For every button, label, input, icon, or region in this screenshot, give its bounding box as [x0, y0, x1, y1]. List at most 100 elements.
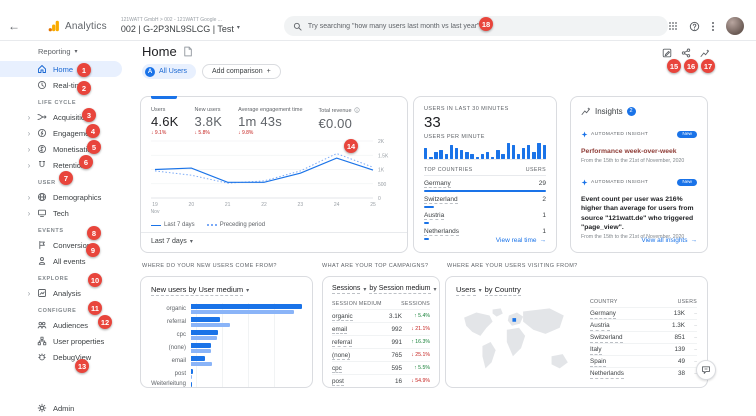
- browser-back-icon[interactable]: ←: [8, 19, 20, 33]
- metric-average-engagement-time[interactable]: Average engagement time 1m 43s ↓ 9.8%: [238, 107, 302, 138]
- sidebar-item-audiences[interactable]: Audiences: [0, 317, 122, 333]
- geo-table: COUNTRY USERS Germany 13K – Austria 1.3K – Swi…: [590, 299, 697, 388]
- metric-total-revenue[interactable]: Total revenue €0.00: [319, 107, 360, 138]
- sidebar-item-home[interactable]: Home: [0, 61, 122, 77]
- analysis-icon: [37, 288, 48, 298]
- section-header-new-users: WHERE DO YOUR NEW USERS COME FROM?: [142, 263, 277, 269]
- expand-chevron-icon[interactable]: ›: [27, 288, 31, 298]
- geo-row-netherlands[interactable]: Netherlands 38 –: [590, 367, 697, 379]
- country-bar: [424, 206, 434, 208]
- bar-current: [191, 356, 206, 361]
- country-row-switzerland[interactable]: Switzerland 2: [424, 192, 546, 208]
- gear-icon: [37, 403, 48, 413]
- view-all-insights-link[interactable]: View all insights →: [641, 237, 697, 244]
- overview-card: Users 4.6K ↓ 9.1% New users 3.8K ↓ 5.8% Averag…: [140, 96, 408, 253]
- sidebar-item-monetisation[interactable]: › Monetisation: [0, 141, 122, 157]
- audience-pill[interactable]: A All Users: [142, 64, 197, 79]
- annotation-badge-7: 7: [59, 171, 73, 185]
- sidebar-item-label: Analysis: [53, 288, 81, 298]
- insight-title: Performance week-over-week: [581, 148, 677, 155]
- geo-row-austria[interactable]: Austria 1.3K –: [590, 319, 697, 331]
- country-row-netherlands[interactable]: Netherlands 1: [424, 224, 546, 240]
- help-icon[interactable]: [689, 21, 700, 32]
- insight-item-1[interactable]: AUTOMATED INSIGHT New Performance week-ove…: [581, 125, 697, 164]
- analytics-logo[interactable]: Analytics: [48, 20, 107, 32]
- date-range-selector[interactable]: Last 7 days ▾: [151, 238, 193, 245]
- sidebar-item-engagement[interactable]: › Engagement: [0, 125, 122, 141]
- add-comparison-button[interactable]: Add comparison +: [202, 64, 281, 79]
- expand-chevron-icon[interactable]: ›: [27, 112, 31, 122]
- svg-text:1K: 1K: [378, 168, 385, 174]
- new-users-card-title[interactable]: New users by User medium ▾: [151, 285, 250, 296]
- geo-card-title[interactable]: Users ▾ by Country: [456, 285, 521, 296]
- expand-chevron-icon[interactable]: ›: [27, 160, 31, 170]
- new-badge: New: [677, 178, 697, 186]
- retention-icon: [37, 160, 48, 170]
- campaign-row-email[interactable]: email 992 ↓ 21.1%: [332, 322, 430, 335]
- apps-grid-icon[interactable]: [668, 21, 678, 31]
- geo-row-switzerland[interactable]: Switzerland 851 –: [590, 331, 697, 343]
- feedback-button[interactable]: [696, 360, 716, 380]
- sidebar-item-tech[interactable]: › Tech: [0, 205, 122, 221]
- automated-insight-icon: [581, 173, 588, 191]
- sidebar-item-analysis[interactable]: › Analysis: [0, 285, 122, 301]
- sidebar-item-user-properties[interactable]: User properties: [0, 333, 122, 349]
- expand-chevron-icon[interactable]: ›: [27, 208, 31, 218]
- sidebar-item-real-time[interactable]: Real-time: [0, 77, 122, 93]
- sidebar-section-label-explore: EXPLORE: [38, 276, 69, 282]
- bar-previous: [191, 309, 295, 314]
- conversions-icon: [37, 240, 48, 250]
- bar-previous: [191, 322, 230, 327]
- geo-row-germany[interactable]: Germany 13K –: [590, 307, 697, 319]
- user-avatar[interactable]: [726, 17, 744, 35]
- minute-bar: [460, 149, 464, 159]
- sidebar-item-all-events[interactable]: All events: [0, 253, 122, 269]
- sidebar-item-acquisition[interactable]: › Acquisition: [0, 109, 122, 125]
- geo-row-spain[interactable]: Spain 49 –: [590, 355, 697, 367]
- sidebar-item-retention[interactable]: › Retention: [0, 157, 122, 173]
- minute-bar: [542, 145, 546, 159]
- expand-chevron-icon[interactable]: ›: [27, 144, 31, 154]
- country-row-germany[interactable]: Germany 29: [424, 176, 546, 192]
- minute-bar: [516, 154, 521, 159]
- sidebar-item-label: Audiences: [53, 320, 89, 330]
- product-name: Analytics: [65, 20, 107, 32]
- medium-row-weiterleitung: Weiterleitung ..: [151, 381, 302, 387]
- sidebar-item-conversions[interactable]: Conversions: [0, 237, 122, 253]
- customize-report-icon[interactable]: [662, 48, 672, 58]
- chart-legend: Last 7 days Preceding period: [151, 222, 397, 228]
- svg-text:Nov: Nov: [151, 209, 160, 215]
- sidebar: Reporting ▾ Home Real-time LIFE CYCLE › Acqu…: [0, 42, 128, 413]
- reporting-selector[interactable]: Reporting ▾: [0, 42, 128, 61]
- sidebar-item-admin[interactable]: Admin: [0, 400, 122, 416]
- country-row-austria[interactable]: Austria 1: [424, 208, 546, 224]
- expand-chevron-icon[interactable]: ›: [27, 128, 31, 138]
- sidebar-item-demographics[interactable]: › Demographics: [0, 189, 122, 205]
- insights-spark-icon[interactable]: [700, 48, 710, 58]
- info-icon[interactable]: [353, 107, 360, 115]
- campaign-row-post[interactable]: post 16 ↓ 54.9%: [332, 374, 430, 387]
- metric-new-users[interactable]: New users 3.8K ↓ 5.8%: [195, 107, 223, 138]
- geo-row-italy[interactable]: Italy 139 –: [590, 343, 697, 355]
- overview-line-chart[interactable]: 2K 1.5K 1K 500 0 19 Nov 20 21 22 23 24 25: [151, 138, 397, 221]
- sessions-value: 3.1K: [389, 312, 402, 320]
- insight-item-2[interactable]: AUTOMATED INSIGHT New Event count per user…: [581, 173, 697, 240]
- metric-users[interactable]: Users 4.6K ↓ 9.1%: [151, 107, 179, 138]
- campaign-row-organic[interactable]: organic 3.1K ↑ 5.4%: [332, 309, 430, 322]
- search-bar[interactable]: [283, 16, 668, 36]
- campaign-row-referral[interactable]: referral 991 ↑ 16.3%: [332, 335, 430, 348]
- campaigns-card-title[interactable]: Sessions ▾ by Session medium ▾: [332, 285, 437, 294]
- view-realtime-link[interactable]: View real time →: [495, 237, 546, 244]
- minute-bar: [449, 145, 454, 159]
- doc-icon[interactable]: [182, 46, 193, 57]
- sidebar-item-debugview[interactable]: DebugView: [0, 349, 122, 365]
- share-icon[interactable]: [681, 48, 691, 58]
- more-menu-icon[interactable]: [711, 21, 715, 32]
- users-per-minute-label: USERS PER MINUTE: [424, 134, 485, 140]
- campaign-row-none[interactable]: (none) 765 ↓ 25.1%: [332, 348, 430, 361]
- debugview-icon: [37, 352, 48, 362]
- chevron-down-icon: ▾: [478, 287, 482, 294]
- campaign-row-cpc[interactable]: cpc 595 ↑ 5.5%: [332, 361, 430, 374]
- account-selector[interactable]: 121WATT GmbH > 002 - 121WATT Google ... …: [121, 17, 240, 35]
- expand-chevron-icon[interactable]: ›: [27, 192, 31, 202]
